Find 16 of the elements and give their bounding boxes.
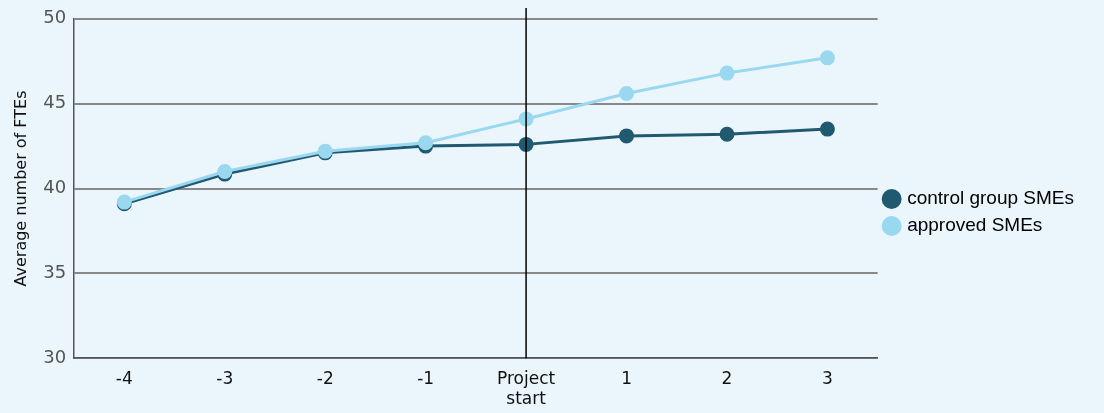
x-tick-label: 1 xyxy=(621,367,632,388)
y-axis-title: Average number of FTEs xyxy=(10,90,30,287)
y-tick-label: 50 xyxy=(43,6,67,28)
x-tick-label: 2 xyxy=(721,367,733,388)
x-tick-label: -4 xyxy=(115,367,133,388)
y-tick-label: 45 xyxy=(43,91,67,113)
x-tick-label: Project start xyxy=(497,367,556,409)
x-tick-label: -2 xyxy=(316,367,334,388)
y-tick-label: 40 xyxy=(43,176,67,198)
legend-label: approved SMEs xyxy=(907,214,1043,236)
y-tick-label: 35 xyxy=(43,261,67,283)
x-tick-label: -3 xyxy=(216,367,234,388)
x-tick-label: -1 xyxy=(417,367,435,388)
legend-label: control group SMEs xyxy=(907,187,1075,209)
x-tick-label: 3 xyxy=(822,367,833,388)
y-tick-label: 30 xyxy=(43,345,67,367)
